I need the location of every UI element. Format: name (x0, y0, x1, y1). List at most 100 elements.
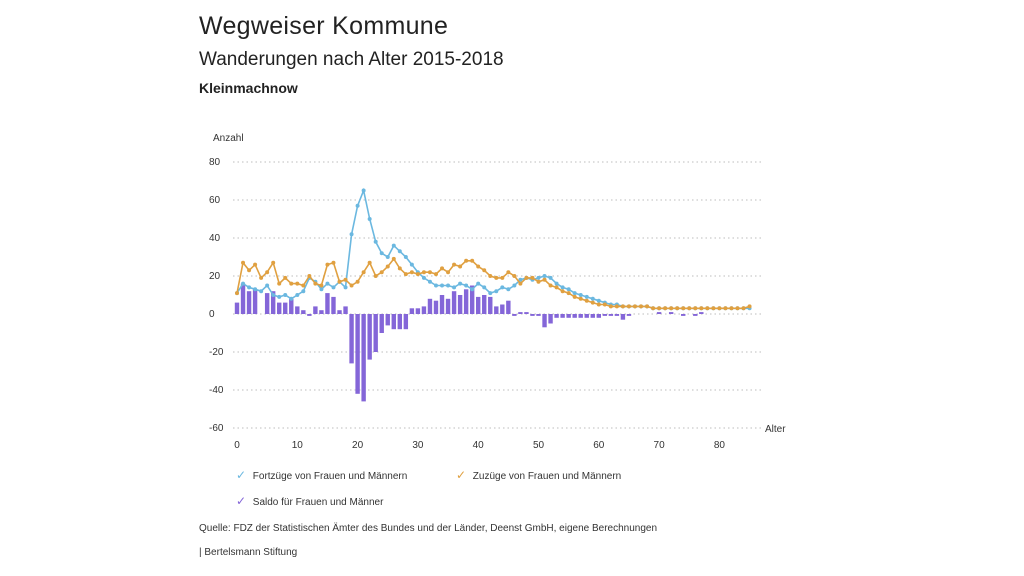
saldo-bar[interactable] (608, 314, 614, 316)
zuzuege-point[interactable] (675, 306, 680, 311)
zuzuege-point[interactable] (397, 266, 402, 271)
fortzuege-point[interactable] (259, 289, 264, 294)
fortzuege-point[interactable] (536, 275, 541, 280)
zuzuege-point[interactable] (361, 270, 366, 275)
saldo-bar[interactable] (289, 298, 294, 314)
legend-item-zuzuege[interactable]: ✓ Zuzüge von Frauen und Männern (456, 468, 621, 482)
zuzuege-point[interactable] (325, 262, 330, 267)
fortzuege-point[interactable] (494, 289, 499, 294)
zuzuege-point[interactable] (578, 296, 583, 301)
fortzuege-point[interactable] (596, 298, 601, 303)
zuzuege-point[interactable] (343, 277, 348, 282)
saldo-bar[interactable] (234, 302, 240, 314)
fortzuege-point[interactable] (319, 287, 324, 292)
zuzuege-point[interactable] (657, 306, 662, 311)
saldo-bar[interactable] (512, 314, 517, 316)
saldo-bar[interactable] (264, 293, 270, 314)
zuzuege-point[interactable] (391, 256, 396, 261)
zuzuege-point[interactable] (548, 283, 553, 288)
saldo-bar[interactable] (319, 310, 324, 314)
fortzuege-point[interactable] (271, 293, 276, 297)
saldo-bar[interactable] (524, 312, 529, 314)
fortzuege-point[interactable] (247, 285, 252, 290)
fortzuege-point[interactable] (506, 287, 511, 292)
zuzuege-point[interactable] (373, 274, 378, 278)
zuzuege-point[interactable] (705, 306, 710, 311)
zuzuege-point[interactable] (385, 264, 390, 269)
saldo-bar[interactable] (433, 300, 439, 314)
fortzuege-point[interactable] (482, 285, 487, 290)
saldo-bar[interactable] (699, 312, 704, 314)
fortzuege-point[interactable] (590, 296, 595, 301)
zuzuege-point[interactable] (723, 306, 728, 311)
saldo-bar[interactable] (518, 312, 523, 314)
fortzuege-point[interactable] (385, 255, 390, 259)
saldo-bar[interactable] (457, 295, 463, 314)
zuzuege-point[interactable] (349, 283, 354, 288)
fortzuege-point[interactable] (560, 285, 565, 290)
zuzuege-point[interactable] (253, 262, 258, 267)
saldo-bar[interactable] (451, 291, 457, 314)
zuzuege-point[interactable] (645, 304, 650, 309)
zuzuege-point[interactable] (476, 264, 481, 269)
saldo-bar[interactable] (373, 314, 378, 352)
zuzuege-point[interactable] (446, 270, 451, 275)
zuzuege-point[interactable] (265, 270, 270, 275)
saldo-bar[interactable] (668, 312, 674, 314)
zuzuege-point[interactable] (440, 266, 445, 271)
saldo-bar[interactable] (427, 298, 433, 314)
zuzuege-point[interactable] (500, 275, 505, 280)
fortzuege-point[interactable] (512, 283, 517, 288)
fortzuege-point[interactable] (500, 285, 505, 290)
fortzuege-point[interactable] (283, 293, 288, 297)
zuzuege-point[interactable] (584, 298, 589, 303)
fortzuege-point[interactable] (349, 232, 354, 237)
zuzuege-point[interactable] (379, 270, 384, 275)
saldo-bar[interactable] (252, 289, 258, 314)
saldo-bar[interactable] (506, 300, 511, 314)
saldo-bar[interactable] (277, 302, 282, 314)
legend-item-saldo[interactable]: ✓ Saldo für Frauen und Männer (236, 494, 383, 508)
fortzuege-point[interactable] (331, 285, 336, 290)
fortzuege-point[interactable] (578, 293, 583, 297)
fortzuege-point[interactable] (518, 277, 523, 282)
fortzuege-point[interactable] (343, 285, 348, 290)
saldo-bar[interactable] (482, 295, 487, 314)
zuzuege-point[interactable] (458, 264, 463, 269)
saldo-bar[interactable] (626, 314, 632, 316)
zuzuege-point[interactable] (319, 283, 324, 288)
zuzuege-point[interactable] (415, 272, 420, 277)
saldo-bar[interactable] (693, 314, 698, 316)
zuzuege-point[interactable] (235, 291, 239, 296)
zuzuege-point[interactable] (421, 270, 426, 275)
fortzuege-point[interactable] (379, 251, 384, 256)
fortzuege-point[interactable] (421, 275, 426, 280)
fortzuege-point[interactable] (488, 291, 493, 296)
saldo-bar[interactable] (240, 283, 246, 314)
zuzuege-point[interactable] (729, 306, 734, 311)
fortzuege-point[interactable] (433, 283, 438, 288)
fortzuege-point[interactable] (548, 275, 553, 280)
saldo-bar[interactable] (445, 298, 451, 314)
saldo-bar[interactable] (572, 314, 577, 318)
fortzuege-point[interactable] (458, 281, 463, 286)
zuzuege-point[interactable] (452, 262, 457, 267)
saldo-bar[interactable] (301, 310, 306, 314)
saldo-bar[interactable] (409, 308, 415, 314)
saldo-bar[interactable] (602, 314, 608, 316)
zuzuege-point[interactable] (494, 275, 499, 280)
zuzuege-point[interactable] (331, 260, 336, 265)
zuzuege-point[interactable] (711, 306, 716, 311)
zuzuege-point[interactable] (693, 306, 698, 311)
fortzuege-point[interactable] (470, 287, 475, 292)
zuzuege-point[interactable] (560, 289, 565, 294)
zuzuege-point[interactable] (590, 300, 595, 305)
zuzuege-point[interactable] (669, 306, 674, 311)
zuzuege-point[interactable] (741, 306, 746, 311)
zuzuege-point[interactable] (337, 279, 342, 284)
saldo-bar[interactable] (355, 314, 360, 394)
zuzuege-point[interactable] (717, 306, 722, 311)
saldo-bar[interactable] (681, 314, 686, 316)
zuzuege-point[interactable] (554, 285, 559, 290)
saldo-bar[interactable] (439, 295, 445, 314)
